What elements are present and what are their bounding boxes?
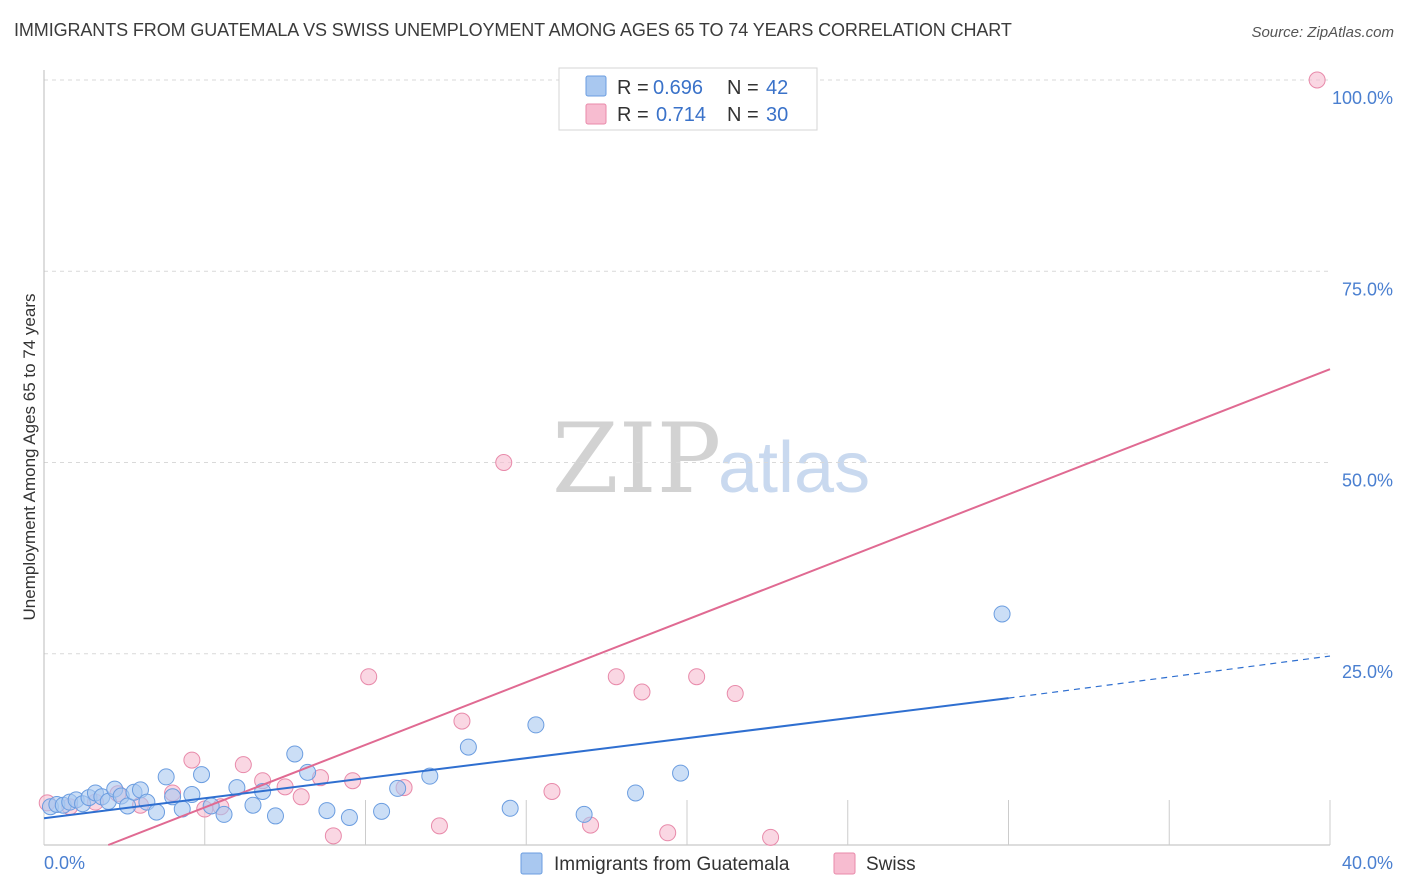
legend-r-label-blue: R = xyxy=(617,77,649,99)
swiss-point xyxy=(543,782,561,800)
swiss-point xyxy=(495,454,513,471)
swiss-point xyxy=(659,824,677,842)
swiss-point xyxy=(292,788,310,806)
x-tick-marks xyxy=(43,800,1331,845)
bottom-legend-swatch-pink xyxy=(833,852,856,875)
y-tick-label: 25.0% xyxy=(1342,662,1393,682)
bottom-legend-label-swiss: Swiss xyxy=(866,854,916,875)
legend-r-value-pink: 0.714 xyxy=(656,104,706,126)
swiss-point xyxy=(607,668,625,686)
source-label: Source: ZipAtlas.com xyxy=(1251,24,1394,41)
legend-r-label-pink: R = xyxy=(617,104,649,126)
legend-n-label-pink: N = xyxy=(727,104,759,126)
watermark-zip: ZIP xyxy=(552,403,721,515)
bottom-legend-label-guatemala: Immigrants from Guatemala xyxy=(554,854,790,875)
x-tick-label-min: 0.0% xyxy=(44,853,85,873)
guatemala-point xyxy=(459,738,477,756)
guatemala-point xyxy=(193,766,211,784)
chart-title: IMMIGRANTS FROM GUATEMALA VS SWISS UNEMP… xyxy=(14,20,1012,40)
guatemala-point xyxy=(421,767,439,785)
guatemala-point xyxy=(215,805,233,823)
bottom-legend-swatch-blue xyxy=(520,852,543,875)
swiss-trendline xyxy=(107,368,1331,846)
guatemala-point xyxy=(286,745,304,763)
guatemala-point xyxy=(389,779,407,797)
x-tick-label-max: 40.0% xyxy=(1342,853,1393,873)
guatemala-point xyxy=(266,807,284,825)
guatemala-point xyxy=(527,716,545,734)
swiss-point xyxy=(1308,71,1326,89)
trendlines xyxy=(43,368,1331,846)
legend-swatch-blue xyxy=(585,75,607,97)
guatemala-point xyxy=(148,803,166,821)
legend-n-label-blue: N = xyxy=(727,77,759,99)
y-axis-title: Unemployment Among Ages 65 to 74 years xyxy=(20,294,39,621)
guatemala-point xyxy=(340,808,358,826)
guatemala-point xyxy=(993,605,1011,623)
watermark: ZIP atlas xyxy=(552,403,870,515)
y-tick-label: 100.0% xyxy=(1332,88,1393,108)
swiss-point xyxy=(360,668,378,686)
legend-swatch-pink xyxy=(585,103,607,125)
guatemala-point xyxy=(672,764,690,782)
guatemala-trendline-extension xyxy=(1008,655,1331,699)
watermark-atlas: atlas xyxy=(718,428,870,508)
guatemala-point xyxy=(501,799,519,817)
guatemala-point xyxy=(627,784,645,802)
legend-n-value-pink: 30 xyxy=(766,104,788,126)
swiss-point xyxy=(453,712,471,730)
swiss-point xyxy=(688,668,706,686)
swiss-point xyxy=(324,827,342,845)
stats-legend: R = 0.696 N = 42 R = 0.714 N = 30 xyxy=(558,67,818,131)
gridlines xyxy=(44,79,1330,655)
guatemala-point xyxy=(318,802,336,820)
swiss-point xyxy=(726,685,744,703)
y-tick-labels: 25.0% 50.0% 75.0% 100.0% xyxy=(1332,88,1393,682)
guatemala-point xyxy=(373,802,391,820)
guatemala-point xyxy=(575,805,593,823)
y-tick-label: 75.0% xyxy=(1342,279,1393,299)
guatemala-trendline xyxy=(43,697,1009,820)
swiss-point xyxy=(183,751,201,769)
guatemala-point xyxy=(244,796,262,814)
swiss-point xyxy=(234,756,252,774)
swiss-point xyxy=(762,828,780,846)
legend-r-value-blue: 0.696 xyxy=(653,77,703,99)
swiss-point xyxy=(633,683,651,701)
legend-n-value-blue: 42 xyxy=(766,77,788,99)
series-legend: Immigrants from Guatemala Swiss xyxy=(520,852,916,875)
guatemala-points xyxy=(41,605,1011,826)
guatemala-point xyxy=(157,768,175,786)
swiss-point xyxy=(430,817,448,835)
y-tick-label: 50.0% xyxy=(1342,471,1393,491)
